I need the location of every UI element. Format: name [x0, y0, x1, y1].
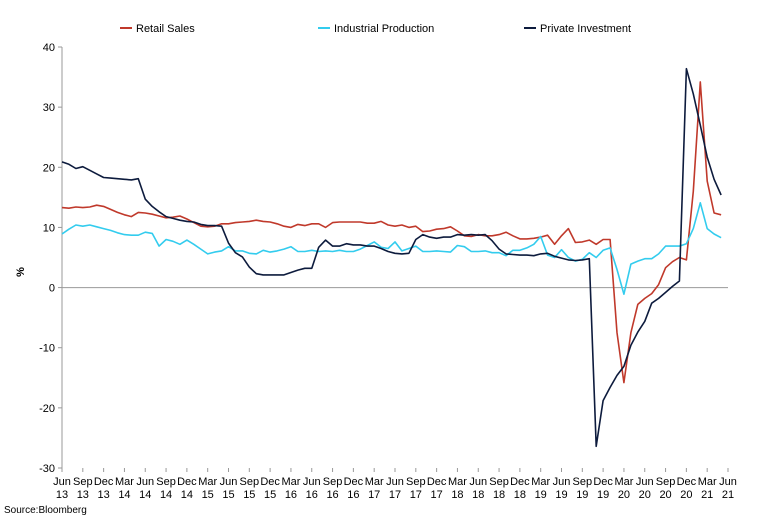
legend-label: Retail Sales — [136, 23, 195, 35]
y-tick-label: 0 — [49, 283, 55, 295]
x-tick-label-month: Mar — [281, 476, 300, 488]
x-tick-label-month: Mar — [115, 476, 134, 488]
x-tick-label-year: 14 — [118, 489, 130, 501]
x-tick-label-year: 15 — [243, 489, 255, 501]
x-tick-label-year: 18 — [493, 489, 505, 501]
x-tick-label-month: Jun — [136, 476, 154, 488]
x-tick-label-year: 17 — [410, 489, 422, 501]
x-tick-label-month: Dec — [510, 476, 530, 488]
x-tick-label-month: Dec — [427, 476, 447, 488]
x-tick-label-month: Dec — [593, 476, 613, 488]
y-tick-label: 20 — [43, 162, 55, 174]
x-tick-label-year: 19 — [576, 489, 588, 501]
source-note: Source:Bloomberg — [4, 505, 87, 516]
x-tick-label-month: Mar — [198, 476, 217, 488]
x-tick-label-year: 19 — [597, 489, 609, 501]
x-tick-label-year: 20 — [680, 489, 692, 501]
x-tick-label-month: Mar — [531, 476, 550, 488]
y-tick-label: 10 — [43, 222, 55, 234]
x-tick-label-month: Sep — [73, 476, 93, 488]
x-tick-label-year: 21 — [701, 489, 713, 501]
x-tick-label-month: Jun — [53, 476, 71, 488]
x-tick-label-year: 16 — [326, 489, 338, 501]
legend-label: Industrial Production — [334, 23, 434, 35]
series-lines — [61, 67, 722, 448]
x-tick-label-year: 18 — [451, 489, 463, 501]
series-line-2 — [61, 67, 722, 448]
x-tick-label-year: 19 — [535, 489, 547, 501]
x-tick-label-year: 18 — [472, 489, 484, 501]
legend-label: Private Investment — [540, 23, 631, 35]
x-tick-label-month: Mar — [614, 476, 633, 488]
x-tick-label-month: Sep — [656, 476, 676, 488]
series-line-1 — [61, 202, 722, 295]
x-tick-label-year: 18 — [514, 489, 526, 501]
y-axis: 40 30 20 10 0 -10 -20 -30 — [39, 42, 63, 475]
x-tick-label-year: 16 — [347, 489, 359, 501]
x-tick-label-month: Sep — [406, 476, 426, 488]
x-tick-label-month: Mar — [698, 476, 717, 488]
x-tick-label-month: Sep — [489, 476, 509, 488]
x-tick-label-month: Dec — [260, 476, 280, 488]
chart-legend: Retail Sales Industrial Production Private… — [120, 23, 631, 35]
y-tick-label: 40 — [43, 42, 55, 54]
x-tick-label-year: 19 — [555, 489, 567, 501]
x-tick-label-year: 20 — [639, 489, 651, 501]
x-axis: Jun13Sep13Dec13Mar14Jun14Sep14Dec14Mar15… — [53, 287, 737, 501]
x-tick-label-month: Dec — [94, 476, 114, 488]
x-tick-label-month: Sep — [240, 476, 260, 488]
x-tick-label-month: Jun — [386, 476, 404, 488]
x-tick-label-year: 15 — [202, 489, 214, 501]
x-tick-label-month: Sep — [156, 476, 176, 488]
x-tick-label-year: 15 — [222, 489, 234, 501]
y-tick-label: 30 — [43, 102, 55, 114]
series-line-0 — [61, 81, 722, 384]
x-tick-label-month: Jun — [719, 476, 737, 488]
x-tick-label-month: Jun — [636, 476, 654, 488]
x-tick-label-year: 20 — [618, 489, 630, 501]
x-tick-label-month: Sep — [323, 476, 343, 488]
x-tick-label-year: 13 — [98, 489, 110, 501]
y-tick-label: -30 — [39, 463, 55, 475]
x-tick-label-year: 13 — [77, 489, 89, 501]
x-tick-label-month: Jun — [220, 476, 238, 488]
x-tick-label-year: 16 — [306, 489, 318, 501]
y-tick-label: -10 — [39, 343, 55, 355]
x-tick-label-year: 17 — [389, 489, 401, 501]
x-tick-label-year: 17 — [431, 489, 443, 501]
x-tick-label-month: Dec — [177, 476, 197, 488]
x-tick-label-year: 21 — [722, 489, 734, 501]
x-tick-label-month: Mar — [448, 476, 467, 488]
x-tick-label-month: Dec — [344, 476, 364, 488]
x-tick-label-year: 14 — [160, 489, 172, 501]
x-tick-label-month: Dec — [677, 476, 697, 488]
x-tick-label-month: Sep — [573, 476, 593, 488]
y-tick-label: -20 — [39, 403, 55, 415]
x-tick-label-month: Jun — [469, 476, 487, 488]
x-tick-label-year: 20 — [659, 489, 671, 501]
x-tick-label-year: 14 — [181, 489, 193, 501]
y-axis-label: % — [15, 267, 27, 277]
x-tick-label-year: 13 — [56, 489, 68, 501]
x-tick-label-month: Jun — [553, 476, 571, 488]
x-tick-label-year: 17 — [368, 489, 380, 501]
x-tick-label-year: 16 — [285, 489, 297, 501]
x-tick-label-month: Mar — [365, 476, 384, 488]
x-tick-label-month: Jun — [303, 476, 321, 488]
x-tick-label-year: 15 — [264, 489, 276, 501]
x-tick-label-year: 14 — [139, 489, 151, 501]
